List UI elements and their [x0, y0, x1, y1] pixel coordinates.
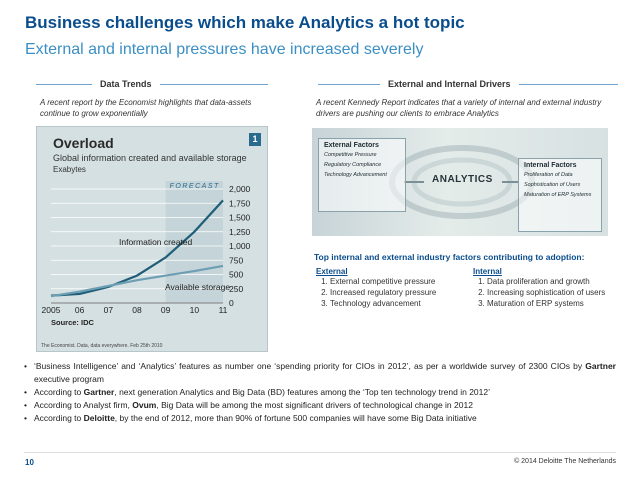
x-tick-label: 06 — [75, 305, 85, 315]
bullet-emphasis: Ovum — [132, 400, 157, 410]
y-tick-label: 750 — [229, 255, 243, 265]
series-label: Information created — [119, 237, 193, 247]
bullet-text: According to — [34, 387, 84, 397]
external-factor-item: Competitive Pressure — [324, 152, 377, 158]
x-tick-label: 09 — [161, 305, 171, 315]
internal-item: Increasing sophistication of users — [487, 288, 618, 298]
external-factor-item: Regulatory Compliance — [324, 162, 382, 168]
external-item: Increased regulatory pressure — [330, 288, 456, 298]
bullet-text: According to — [34, 413, 84, 423]
external-label: External — [316, 267, 348, 276]
series-line — [50, 264, 224, 298]
external-factor-item: Technology Advancement — [324, 172, 387, 178]
chart-credit: The Economist. Data, data everywhere. Fe… — [41, 343, 163, 349]
y-tick-label: 2,000 — [229, 184, 251, 194]
bullet-item: ‘Business Intelligence’ and ‘Analytics’ … — [24, 360, 616, 386]
y-tick-label: 0 — [229, 298, 234, 308]
bullet-item: According to Analyst firm, Ovum, Big Dat… — [24, 399, 616, 412]
internal-factor-item: Maturation of ERP Systems — [524, 192, 592, 198]
bullet-list: ‘Business Intelligence’ and ‘Analytics’ … — [24, 360, 616, 425]
footer-divider — [24, 452, 616, 453]
chart-source: Source: IDC — [51, 318, 95, 327]
heading-rule — [318, 83, 380, 85]
internal-factors-list: Internal Data proliferation and growth I… — [473, 267, 618, 310]
bullet-emphasis: Gartner — [83, 387, 115, 397]
series-line — [50, 199, 224, 297]
internal-factor-item: Proliferation of Data — [524, 172, 573, 178]
internal-factor-item: Sophistication of Users — [524, 182, 581, 188]
external-item: Technology advancement — [330, 299, 456, 309]
bullet-emphasis: Deloitte — [83, 413, 115, 423]
data-trends-heading: Data Trends — [36, 79, 268, 89]
data-trends-intro: A recent report by the Economist highlig… — [40, 98, 252, 118]
copyright: © 2014 Deloitte The Netherlands — [514, 458, 616, 465]
drivers-heading: External and Internal Drivers — [318, 79, 618, 89]
line-chart: FORECAST 0 250 500 750 1,000 1,250 1,500 1,750 2,… — [42, 181, 251, 327]
page-subtitle: External and internal pressures have inc… — [25, 41, 424, 58]
external-factors-title: External Factors — [324, 142, 379, 149]
y-tick-label: 500 — [229, 270, 243, 280]
factors-heading: Top internal and external industry facto… — [314, 252, 585, 262]
external-factors-list: External External competitive pressure I… — [316, 267, 456, 310]
bullet-item: According to Deloitte, by the end of 201… — [24, 412, 616, 425]
y-tick-label: 250 — [229, 284, 243, 294]
external-item: External competitive pressure — [330, 277, 456, 287]
forecast-band — [165, 181, 223, 303]
bullet-text: According to Analyst firm, — [34, 400, 133, 410]
chart-subtitle: Global information created and available… — [53, 153, 247, 163]
x-tick-label: 10 — [190, 305, 200, 315]
bullet-text: , next generation Analytics and Big Data… — [114, 387, 490, 397]
y-tick-label: 1,750 — [229, 198, 251, 208]
bullet-text: executive program — [34, 374, 104, 384]
heading-rule — [518, 83, 618, 85]
drivers-intro: A recent Kennedy Report indicates that a… — [316, 98, 602, 118]
forecast-label: FORECAST — [170, 183, 220, 190]
heading-rule — [159, 83, 268, 85]
x-tick-label: 07 — [104, 305, 114, 315]
chart-title: Overload — [53, 135, 114, 151]
internal-item: Data proliferation and growth — [487, 277, 618, 287]
internal-label: Internal — [473, 267, 502, 276]
drivers-illustration: External Factors Competitive Pressure Re… — [312, 128, 608, 236]
heading-rule — [36, 83, 92, 85]
x-tick-label: 2005 — [42, 305, 61, 315]
analytics-label: ANALYTICS — [432, 174, 493, 185]
internal-item: Maturation of ERP systems — [487, 299, 618, 309]
internal-factors-box: Internal Factors Proliferation of Data S… — [518, 158, 602, 232]
internal-factors-title: Internal Factors — [524, 162, 577, 169]
page-number: 10 — [25, 458, 34, 467]
series-label: Available storage — [165, 282, 230, 292]
bullet-text: , by the end of 2012, more than 90% of f… — [114, 413, 477, 423]
data-trends-label: Data Trends — [100, 79, 152, 89]
bullet-item: According to Gartner, next generation An… — [24, 386, 616, 399]
bullet-emphasis: Gartner — [585, 361, 616, 371]
y-tick-label: 1,250 — [229, 227, 251, 237]
x-tick-label: 08 — [132, 305, 142, 315]
x-tick-label: 11 — [219, 305, 228, 315]
external-factors-box: External Factors Competitive Pressure Re… — [318, 138, 406, 212]
page-title: Business challenges which make Analytics… — [25, 13, 465, 32]
bullet-text: ‘Business Intelligence’ and ‘Analytics’ … — [34, 361, 586, 371]
y-tick-label: 1,500 — [229, 213, 251, 223]
chart-unit: Exabytes — [53, 165, 86, 174]
chart-badge: 1 — [249, 133, 261, 146]
drivers-label: External and Internal Drivers — [388, 79, 511, 89]
economist-chart-panel: 1 Overload Global information created an… — [36, 126, 268, 352]
bullet-text: , Big Data will be among the most signif… — [156, 400, 473, 410]
y-tick-label: 1,000 — [229, 241, 251, 251]
